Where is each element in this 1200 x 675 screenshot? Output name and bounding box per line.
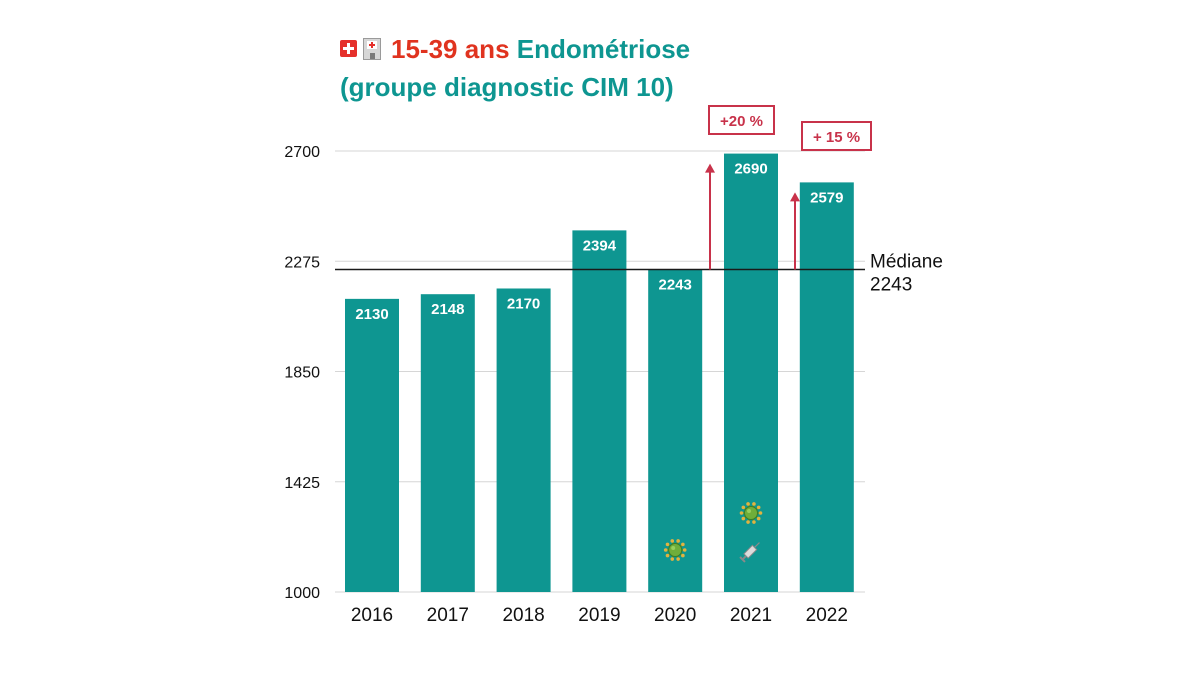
y-tick-label: 1425 [284,475,320,492]
y-tick-label: 1000 [284,585,320,602]
x-tick-label: 2019 [578,605,620,626]
bar-value-label: 2394 [583,237,617,254]
x-tick-label: 2017 [427,605,469,626]
bar-value-label: 2148 [431,301,464,318]
virus-icon [663,539,687,561]
growth-label-box [801,121,872,151]
y-tick-label: 1850 [284,365,320,382]
median-label: Médiane [870,252,943,273]
bar [648,269,703,592]
y-tick-label: 2275 [284,254,320,271]
bar [572,230,627,592]
growth-label: + 15 % [813,129,860,146]
y-tick-label: 2700 [284,144,320,161]
bar [420,294,475,592]
growth-arrow-head [790,192,800,202]
x-tick-label: 2022 [806,605,848,626]
hospital-icon [363,38,381,60]
bar-value-label: 2690 [734,161,767,178]
growth-arrow-head [705,163,715,173]
title-topic: Endométriose [516,34,691,64]
bar [799,182,854,592]
bar-value-label: 2130 [355,306,388,323]
virus-icon [739,502,763,524]
x-tick-label: 2016 [351,605,393,626]
bar-value-label: 2243 [659,277,692,294]
bar-value-label: 2579 [810,189,843,206]
chart-title-line-1: 15-39 ans Endométriose [340,34,690,65]
x-tick-label: 2021 [730,605,772,626]
bar [496,288,551,592]
bar [724,153,778,592]
bar [345,298,399,592]
title-age-range: 15-39 ans [391,34,510,64]
x-tick-label: 2020 [654,605,696,626]
median-value-label: 2243 [870,275,912,296]
x-tick-label: 2018 [502,605,544,626]
chart-title-line-2: (groupe diagnostic CIM 10) [340,72,674,102]
bar-value-label: 2170 [507,295,540,312]
growth-label: +20 % [720,113,763,130]
swiss-flag-icon [340,40,357,57]
growth-label-box [708,105,775,135]
syringe-icon [739,542,760,563]
